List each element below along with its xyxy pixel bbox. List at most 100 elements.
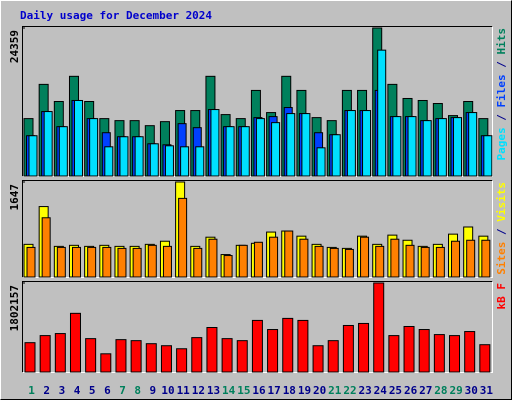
bar: [39, 335, 51, 373]
x-tick-label: 14: [222, 384, 236, 397]
panel-edge-dark: [22, 26, 493, 177]
bar: [180, 146, 190, 177]
x-tick-label: 7: [119, 384, 126, 397]
x-tick-label: 1: [28, 384, 35, 397]
x-tick-label: 27: [419, 384, 432, 397]
bar: [160, 345, 172, 373]
x-tick-label: 21: [328, 384, 342, 397]
x-tick-label: 6: [104, 384, 111, 397]
bar: [71, 246, 81, 278]
bar: [479, 344, 491, 373]
bar: [316, 147, 326, 177]
legend: Sites / Visits: [495, 182, 508, 275]
bar: [358, 322, 370, 373]
legend-entry: Visits: [495, 182, 508, 222]
x-tick-label: 2: [43, 384, 50, 397]
bar: [191, 337, 203, 373]
bar: [208, 238, 218, 278]
bar: [466, 239, 476, 278]
bar: [449, 335, 461, 373]
x-tick-label: 24: [374, 384, 388, 397]
bar: [453, 117, 463, 177]
x-tick-label: 22: [343, 384, 356, 397]
chart-title: Daily usage for December 2024: [20, 9, 212, 22]
y-tick-label: 1647: [8, 184, 21, 211]
bar: [176, 348, 188, 373]
bar: [69, 312, 81, 373]
bar: [210, 109, 220, 177]
bar: [301, 113, 311, 177]
bar: [362, 110, 372, 177]
bar: [73, 99, 83, 177]
x-tick-label: 23: [359, 384, 372, 397]
bar: [269, 236, 279, 278]
bar: [195, 146, 205, 177]
x-tick-label: 8: [134, 384, 141, 397]
x-tick-label: 20: [313, 384, 326, 397]
y-tick-label: 1802157: [8, 285, 21, 331]
bar: [407, 116, 417, 177]
x-tick-label: 18: [283, 384, 296, 397]
x-tick-label: 10: [161, 384, 174, 397]
bar: [481, 239, 491, 278]
bar: [388, 335, 400, 373]
bar: [422, 120, 432, 177]
bar: [236, 340, 248, 373]
legend-separator: /: [495, 222, 508, 242]
bar: [89, 118, 99, 177]
bar: [225, 126, 235, 177]
bar: [117, 247, 127, 278]
bar: [299, 238, 309, 278]
legend-entry: Hits: [495, 28, 508, 55]
bar: [403, 325, 415, 373]
x-tick-label: 19: [298, 384, 311, 397]
legend: Pages / Files / Hits: [495, 28, 508, 161]
bar: [255, 118, 265, 177]
legend-entry: kB F: [495, 283, 508, 310]
bar: [344, 248, 354, 278]
bar: [468, 112, 478, 177]
bar: [360, 236, 370, 278]
x-tick-label: 29: [449, 384, 462, 397]
bar: [87, 246, 97, 278]
bar: [28, 135, 38, 177]
x-tick-label: 15: [237, 384, 250, 397]
bar: [373, 282, 385, 373]
x-tick-label: 5: [89, 384, 96, 397]
x-tick-label: 31: [480, 384, 494, 397]
bar: [130, 340, 142, 373]
x-tick-label: 9: [150, 384, 157, 397]
x-tick-label: 25: [389, 384, 402, 397]
bar: [41, 217, 51, 278]
bar: [405, 244, 415, 278]
panel-edge-dark: [22, 281, 493, 373]
bar: [253, 241, 263, 278]
bar: [377, 49, 387, 177]
bar: [251, 319, 263, 373]
x-tick-label: 28: [434, 384, 447, 397]
bar: [286, 113, 296, 177]
bar: [312, 345, 324, 373]
bar: [329, 247, 339, 278]
legend-separator: /: [495, 108, 508, 128]
x-tick-label: 4: [74, 384, 81, 397]
bar: [24, 342, 36, 373]
bar: [162, 245, 172, 278]
panel-edge-dark: [22, 180, 493, 278]
legend-entry: Pages: [495, 127, 508, 160]
bar: [297, 319, 309, 373]
x-tick-label: 12: [192, 384, 205, 397]
bar: [483, 135, 493, 177]
bar: [102, 246, 112, 278]
bar: [119, 136, 129, 177]
bar: [132, 247, 142, 278]
bar: [420, 246, 430, 278]
bar: [193, 247, 203, 278]
bar: [221, 338, 233, 373]
bar: [206, 327, 218, 373]
legend-separator: /: [495, 55, 508, 75]
bar: [26, 246, 36, 278]
bar: [435, 246, 445, 278]
